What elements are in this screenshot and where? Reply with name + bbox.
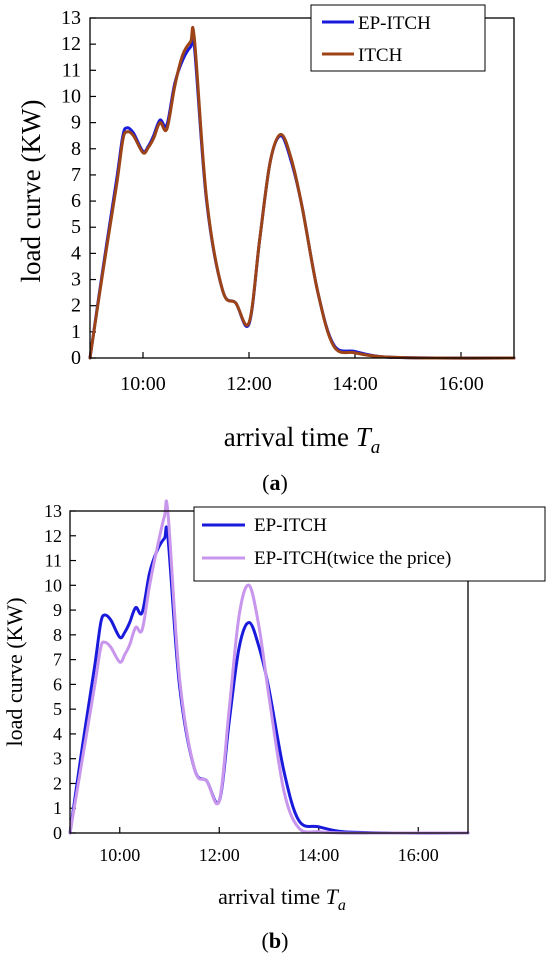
chart-b-x-tick-label: 14:00 [298,845,339,865]
chart-a-y-tick-label: 7 [71,164,81,186]
chart-a-x-tick-label: 12:00 [226,373,272,395]
chart-a-series-line-0 [88,33,516,360]
chart-b-x-tick-label: 10:00 [99,845,140,865]
chart-b-y-tick-label: 5 [53,699,62,719]
chart-b-y-tick-label: 13 [44,501,62,521]
chart-b-legend-label-1: EP-ITCH(twice the price) [254,548,451,569]
chart-b-x-tick-label: 12:00 [199,845,240,865]
chart-b-legend: EP-ITCH EP-ITCH(twice the price) [193,506,546,582]
chart-a-y-tick-label: 9 [71,112,81,134]
chart-a-series [88,26,516,360]
chart-a-x-ticks: 10:00 12:00 14:00 16:00 [120,352,484,395]
chart-b-y-tick-label: 10 [44,575,62,595]
chart-a-y-tick-label: 0 [71,347,81,369]
chart-a-y-tick-label: 3 [71,269,81,291]
chart-a-y-axis-label: load curve (KW) [16,100,46,283]
chart-a-y-tick-label: 5 [71,216,81,238]
chart-b-x-ticks: 10:00 12:00 14:00 16:00 [99,827,439,865]
chart-b-y-tick-label: 0 [53,823,62,843]
chart-b-y-tick-label: 7 [53,650,62,670]
chart-a-y-tick-label: 2 [71,295,81,317]
chart-a-y-tick-label: 6 [71,190,81,212]
chart-a-plot-frame [89,17,515,359]
chart-a-y-tick-label: 13 [61,7,81,29]
chart-a-y-tick-label: 8 [71,138,81,160]
chart-a-x-tick-label: 10:00 [120,373,166,395]
chart-b-y-tick-label: 12 [44,526,62,546]
chart-b-y-axis-label: load curve (KW) [2,597,27,746]
chart-a-x-axis-label: arrival time Ta [224,422,380,458]
chart-b-x-axis-label: arrival time Ta [218,884,346,914]
chart-a-y-tick-label: 10 [61,85,81,107]
chart-a-series-line-1 [88,26,516,360]
chart-b-y-tick-label: 1 [53,798,62,818]
chart-b-caption: (b) [262,928,289,953]
chart-b-y-tick-label: 3 [53,749,62,769]
chart-a-legend-label-0: EP-ITCH [358,13,431,34]
chart-b-y-tick-label: 9 [53,600,62,620]
chart-b-y-tick-label: 11 [45,551,62,571]
chart-b-y-tick-label: 2 [53,773,62,793]
chart-a-legend: EP-ITCH ITCH [310,4,486,72]
chart-b-y-tick-label: 6 [53,674,62,694]
chart-a-legend-label-1: ITCH [358,45,403,66]
chart-a-x-tick-label: 14:00 [332,373,378,395]
chart-b-y-tick-label: 8 [53,625,62,645]
chart-b-y-tick-label: 4 [53,724,62,744]
chart-b-series [68,499,470,835]
chart-a-y-tick-label: 1 [71,321,81,343]
chart-a-y-tick-label: 11 [62,59,81,81]
chart-b-x-tick-label: 16:00 [398,845,439,865]
chart-b-series-line-1 [68,499,470,835]
chart-a-y-tick-label: 12 [61,33,81,55]
chart-a-caption: (a) [262,470,288,495]
chart-a-y-tick-label: 4 [71,242,81,264]
chart-b-legend-label-0: EP-ITCH [254,515,327,536]
chart-a-x-tick-label: 16:00 [438,373,484,395]
